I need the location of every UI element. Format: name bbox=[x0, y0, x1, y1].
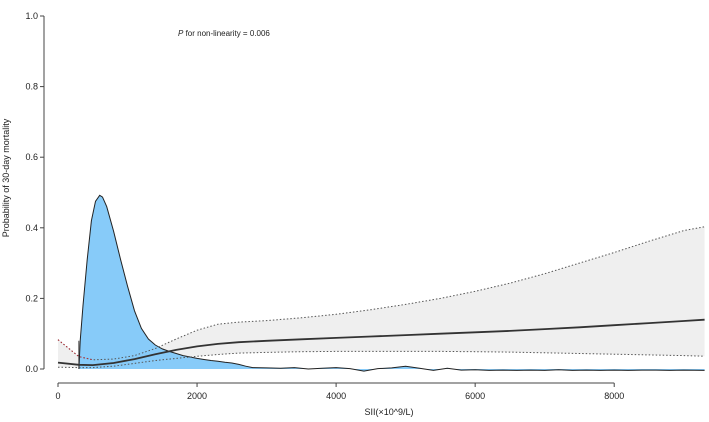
y-tick-label: 0.8 bbox=[25, 82, 38, 92]
nonlinearity-annotation: P for non-linearity = 0.006 bbox=[178, 29, 270, 38]
y-tick-label: 0.2 bbox=[25, 293, 38, 303]
x-tick-label: 6000 bbox=[465, 391, 485, 401]
axes: 0.0 0.2 0.4 0.6 0.8 1.0 0 2000 4000 6000 8000 bbox=[25, 11, 624, 401]
x-tick-label: 0 bbox=[55, 391, 60, 401]
density-area bbox=[78, 195, 705, 372]
y-tick-label: 0.0 bbox=[25, 364, 38, 374]
y-tick-label: 0.4 bbox=[25, 223, 38, 233]
x-tick-label: 4000 bbox=[326, 391, 346, 401]
y-tick-label: 0.6 bbox=[25, 152, 38, 162]
estimate-curve bbox=[57, 318, 705, 367]
y-axis-title: Probability of 30-day mortality bbox=[1, 118, 11, 237]
plot-area bbox=[57, 194, 705, 372]
ci-upper-left-tail bbox=[57, 339, 93, 361]
x-tick-label: 8000 bbox=[604, 391, 624, 401]
ci-upper-line bbox=[57, 226, 705, 361]
density-outline bbox=[78, 194, 705, 372]
x-tick-label: 2000 bbox=[187, 391, 207, 401]
ci-band bbox=[58, 226, 705, 368]
annotation-italic: P bbox=[178, 29, 184, 38]
x-axis-title: SII(×10^9/L) bbox=[365, 407, 414, 417]
annotation-text: for non-linearity = 0.006 bbox=[183, 29, 270, 38]
y-tick-label: 1.0 bbox=[25, 11, 38, 21]
